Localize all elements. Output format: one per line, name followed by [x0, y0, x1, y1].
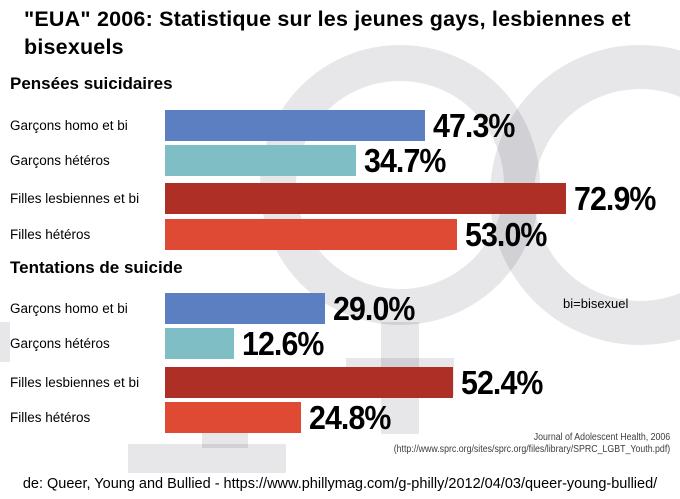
watermark-fragment	[0, 322, 10, 362]
bar-row: Garçons hétéros 12.6%	[0, 325, 331, 362]
bar-row: Garçons homo et bi 47.3%	[0, 107, 522, 144]
category-label: Garçons homo et bi	[10, 118, 128, 133]
bar-row: Filles hétéros 53.0%	[0, 216, 554, 253]
section-header-tentations-de-suicide: Tentations de suicide	[10, 258, 183, 277]
page-title: "EUA" 2006: Statistique sur les jeunes g…	[24, 7, 631, 59]
bar-value-label: 34.7%	[364, 142, 446, 179]
bar-value-label: 24.8%	[309, 399, 391, 436]
bar	[165, 110, 425, 141]
bar	[165, 293, 325, 324]
bar	[165, 219, 457, 250]
bar-value-label: 52.4%	[461, 364, 543, 401]
bar-chart-section-2: Garçons homo et bi 29.0% Garçons hétéros 12…	[0, 290, 680, 438]
bar	[165, 402, 301, 433]
category-label: Garçons hétéros	[10, 153, 110, 168]
bar-row: Filles lesbiennes et bi 72.9%	[0, 180, 663, 217]
venus-symbol-cross-icon	[128, 444, 286, 473]
bar	[165, 328, 234, 359]
bar	[165, 145, 356, 176]
section-header-pensees-suicidaires: Pensées suicidaires	[10, 74, 173, 93]
bar-row: Garçons hétéros 34.7%	[0, 142, 453, 179]
category-label: Filles hétéros	[10, 227, 91, 242]
bi-definition-note: bi=bisexuel	[563, 296, 629, 311]
category-label: Filles lesbiennes et bi	[10, 191, 140, 206]
source-line-2: (http://www.sprc.org/sites/sprc.org/file…	[393, 443, 670, 455]
bar-value-label: 29.0%	[333, 290, 415, 327]
category-label: Filles lesbiennes et bi	[10, 375, 140, 390]
bar-value-label: 53.0%	[465, 216, 547, 253]
source-line-1: Journal of Adolescent Health, 2006	[533, 432, 670, 443]
bar	[165, 367, 453, 398]
category-label: Filles hétéros	[10, 410, 91, 425]
bar-row: Garçons homo et bi 29.0%	[0, 290, 422, 327]
bottom-caption: de: Queer, Young and Bullied - https://w…	[22, 476, 658, 492]
bar-value-label: 12.6%	[242, 325, 324, 362]
bar-row: Filles hétéros 24.8%	[0, 399, 398, 436]
bar-chart-section-1: Garçons homo et bi 47.3% Garçons hétéros 34…	[0, 107, 680, 255]
bar-value-label: 72.9%	[574, 180, 656, 217]
category-label: Garçons homo et bi	[10, 301, 128, 316]
source-citation: Journal of Adolescent Health, 2006 (http…	[394, 432, 670, 455]
category-label: Garçons hétéros	[10, 336, 110, 351]
bar-value-label: 47.3%	[433, 107, 515, 144]
bar-row: Filles lesbiennes et bi 52.4%	[0, 364, 550, 401]
bar	[165, 183, 566, 214]
